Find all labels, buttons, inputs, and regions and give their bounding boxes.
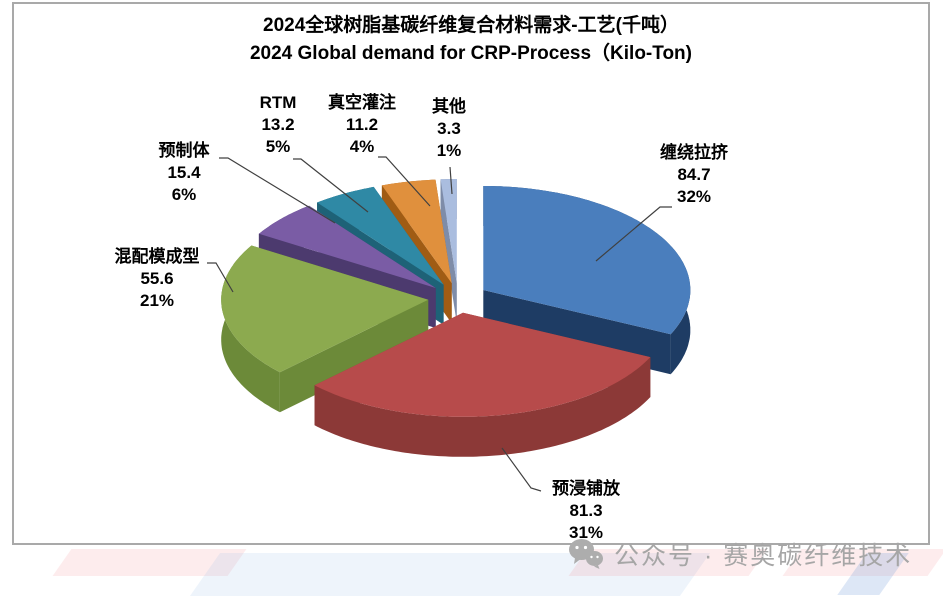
chart-title-line1: 2024全球树脂基碳纤维复合材料需求-工艺(千吨）	[263, 15, 679, 36]
leader-line-4	[293, 158, 369, 213]
leader-line-0	[595, 206, 672, 262]
leader-line-5	[378, 156, 431, 207]
pie-slice-top-5	[381, 179, 452, 284]
leader-line-2	[207, 262, 234, 293]
watermark: 公众号 · 赛奥碳纤维技术	[568, 536, 912, 572]
leader-line-3	[219, 157, 336, 224]
pie-slice-top-2	[221, 245, 429, 373]
pie-slice-top-6	[440, 179, 457, 283]
wechat-icon	[569, 539, 603, 569]
leader-line-6	[449, 166, 453, 195]
pie-slice-top-1	[314, 312, 651, 417]
pie-slice-top-3	[258, 205, 436, 288]
chart-title: 2024全球树脂基碳纤维复合材料需求-工艺(千吨） 2024 Global de…	[12, 12, 930, 68]
pie-slice-top-0	[483, 186, 691, 335]
pie-slice-top-4	[317, 186, 444, 285]
leader-line-1	[501, 447, 542, 492]
pie-slice-outer-wall-1	[314, 357, 651, 457]
watermark-text: 公众号 · 赛奥碳纤维技术	[614, 542, 913, 570]
chart-title-line2: 2024 Global demand for CRP-Process（Kilo-…	[249, 43, 692, 64]
